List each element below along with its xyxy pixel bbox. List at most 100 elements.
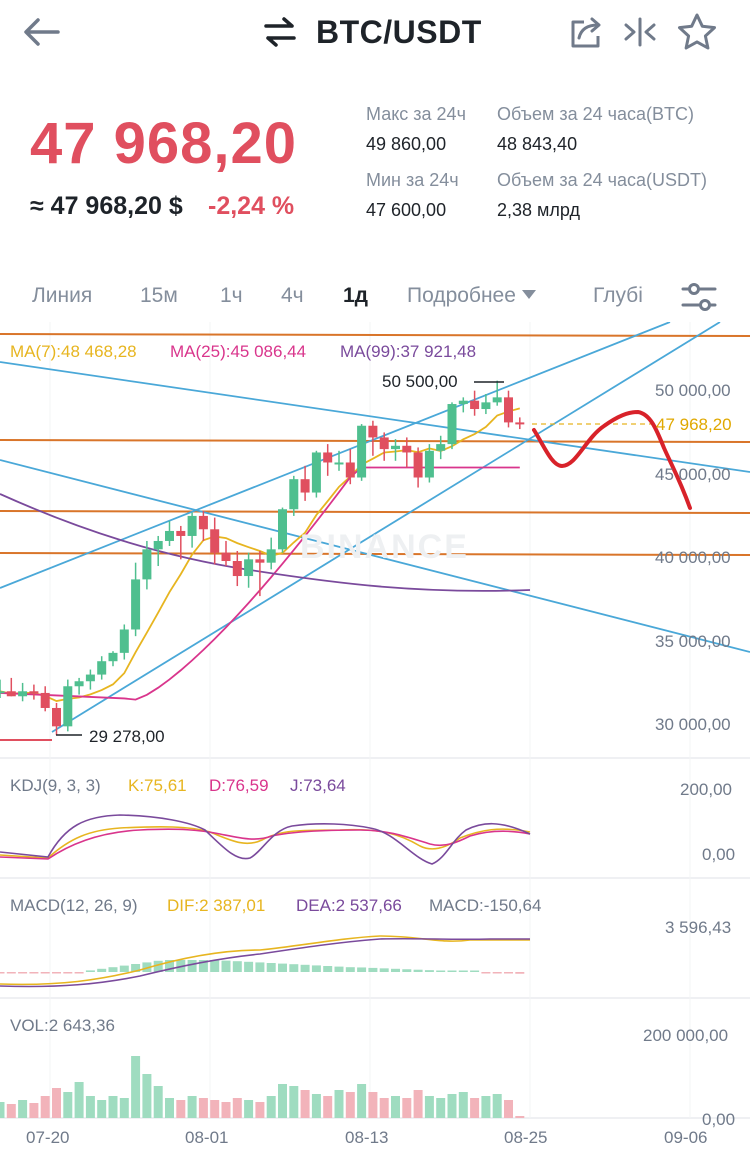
horizontal-level bbox=[0, 439, 750, 443]
trendline bbox=[0, 361, 750, 473]
macd-histogram-bar bbox=[131, 964, 141, 972]
macd-histogram-bar bbox=[311, 965, 321, 972]
macd-histogram-bar bbox=[357, 967, 367, 972]
chart-settings-button[interactable] bbox=[680, 280, 718, 314]
volume-bar bbox=[153, 1086, 163, 1118]
candle-down bbox=[323, 452, 333, 463]
macd-histogram-bar bbox=[402, 969, 412, 972]
candle-down bbox=[176, 530, 186, 536]
macd-histogram-bar bbox=[108, 967, 118, 972]
x-label-0813: 08-13 bbox=[345, 1128, 389, 1147]
pair-title: BTC/USDT bbox=[316, 13, 482, 50]
macd-histogram-bar bbox=[153, 960, 163, 972]
macd-histogram-bar bbox=[221, 960, 231, 972]
volume-bar bbox=[198, 1098, 208, 1118]
interval-tabs: Линия 15м 1ч 4ч 1д Подробнее Глубі bbox=[0, 270, 750, 322]
candle-down bbox=[52, 707, 61, 727]
x-label-0720: 07-20 bbox=[26, 1128, 70, 1147]
tab-4h[interactable]: 4ч bbox=[281, 284, 304, 307]
candle-up bbox=[492, 397, 502, 403]
candle-down bbox=[368, 425, 378, 438]
candle-up bbox=[447, 404, 457, 445]
kdj-d-label: D:76,59 bbox=[209, 776, 269, 795]
volume-bar bbox=[108, 1096, 118, 1118]
macd-histogram-bar bbox=[266, 963, 276, 972]
binance-watermark: BINANCE bbox=[300, 528, 469, 566]
candles bbox=[0, 380, 525, 736]
y-label-35000: 35 000,00 bbox=[655, 632, 731, 651]
volume-bar bbox=[300, 1090, 310, 1118]
volume-bar bbox=[368, 1092, 378, 1118]
candle-up bbox=[74, 681, 84, 687]
macd-histogram-bar bbox=[74, 972, 84, 974]
volume-bar bbox=[244, 1100, 254, 1118]
macd-histogram-bar bbox=[119, 965, 129, 972]
candle-up bbox=[334, 462, 344, 465]
price-change: -2,24 % bbox=[208, 192, 295, 220]
macd-histogram-bar bbox=[413, 969, 423, 972]
candle-up bbox=[266, 549, 276, 563]
candle-down bbox=[40, 692, 50, 708]
kdj-j-label: J:73,64 bbox=[290, 776, 346, 795]
low-marker-label: 29 278,00 bbox=[89, 727, 165, 746]
vol-axis-bottom: 0,00 bbox=[702, 1110, 736, 1129]
header: BTC/USDT bbox=[0, 0, 750, 66]
volume-bar bbox=[515, 1116, 525, 1118]
volume-bar bbox=[424, 1096, 434, 1118]
tab-more[interactable]: Подробнее bbox=[407, 284, 536, 308]
kdj-axis-bottom: 0,00 bbox=[702, 845, 736, 864]
y-label-40000: 40 000,00 bbox=[655, 548, 731, 567]
candle-up bbox=[424, 450, 434, 478]
tab-depth[interactable]: Глубі bbox=[593, 284, 643, 307]
candle-up bbox=[63, 686, 73, 727]
compare-button[interactable] bbox=[623, 16, 657, 48]
star-icon bbox=[678, 13, 716, 50]
candle-up bbox=[436, 444, 446, 451]
macd-histogram-bar bbox=[244, 961, 254, 972]
vol-btc-label: Объем за 24 часа(BTC) bbox=[497, 104, 695, 124]
tab-15m[interactable]: 15м bbox=[140, 284, 178, 307]
macd-histogram-bar bbox=[323, 966, 333, 972]
kdj-axis-top: 200,00 bbox=[680, 780, 732, 799]
candle-up bbox=[131, 579, 141, 630]
macd-histogram-bar bbox=[300, 964, 310, 972]
volume-bar bbox=[187, 1096, 197, 1118]
pair-selector[interactable]: BTC/USDT bbox=[262, 12, 482, 52]
volume-bar bbox=[131, 1056, 141, 1118]
volume-bar bbox=[165, 1098, 174, 1118]
volume-bar bbox=[504, 1100, 513, 1118]
tab-1d[interactable]: 1д bbox=[343, 284, 369, 307]
share-icon bbox=[571, 17, 601, 48]
vol-usdt-value: 2,38 млрд bbox=[497, 200, 581, 220]
candle-up bbox=[357, 425, 367, 478]
macd-histogram-bar bbox=[29, 972, 39, 974]
current-price-label: 47 968,20 bbox=[656, 415, 732, 434]
volume-bar bbox=[402, 1098, 412, 1118]
candle-up bbox=[108, 652, 118, 662]
macd-dif-label: DIF:2 387,01 bbox=[167, 896, 266, 915]
candle-up bbox=[391, 445, 400, 450]
caret-down-icon bbox=[521, 289, 536, 299]
volume-bar bbox=[379, 1098, 389, 1118]
kdj-d-line bbox=[0, 828, 531, 860]
candle-up bbox=[153, 540, 163, 550]
price-markers bbox=[56, 381, 654, 736]
low-24h-value: 47 600,00 bbox=[366, 200, 447, 220]
macd-histogram-bar bbox=[97, 968, 107, 972]
kline-chart[interactable] bbox=[0, 322, 750, 1164]
volume-bar bbox=[436, 1098, 446, 1118]
back-button[interactable] bbox=[22, 14, 62, 50]
tab-1h[interactable]: 1ч bbox=[220, 284, 243, 307]
volume-bar bbox=[289, 1086, 299, 1118]
candle-down bbox=[29, 691, 39, 694]
candle-up bbox=[0, 691, 5, 694]
candle-up bbox=[458, 400, 468, 405]
favorite-button[interactable] bbox=[676, 12, 718, 52]
tab-line[interactable]: Линия bbox=[32, 284, 93, 307]
share-button[interactable] bbox=[568, 14, 604, 50]
volume-bar bbox=[142, 1074, 152, 1118]
macd-histogram-bar bbox=[504, 972, 513, 974]
macd-histogram-bar bbox=[165, 960, 174, 972]
vol-usdt-label: Объем за 24 часа(USDT) bbox=[497, 170, 708, 190]
swap-icon bbox=[264, 17, 296, 47]
